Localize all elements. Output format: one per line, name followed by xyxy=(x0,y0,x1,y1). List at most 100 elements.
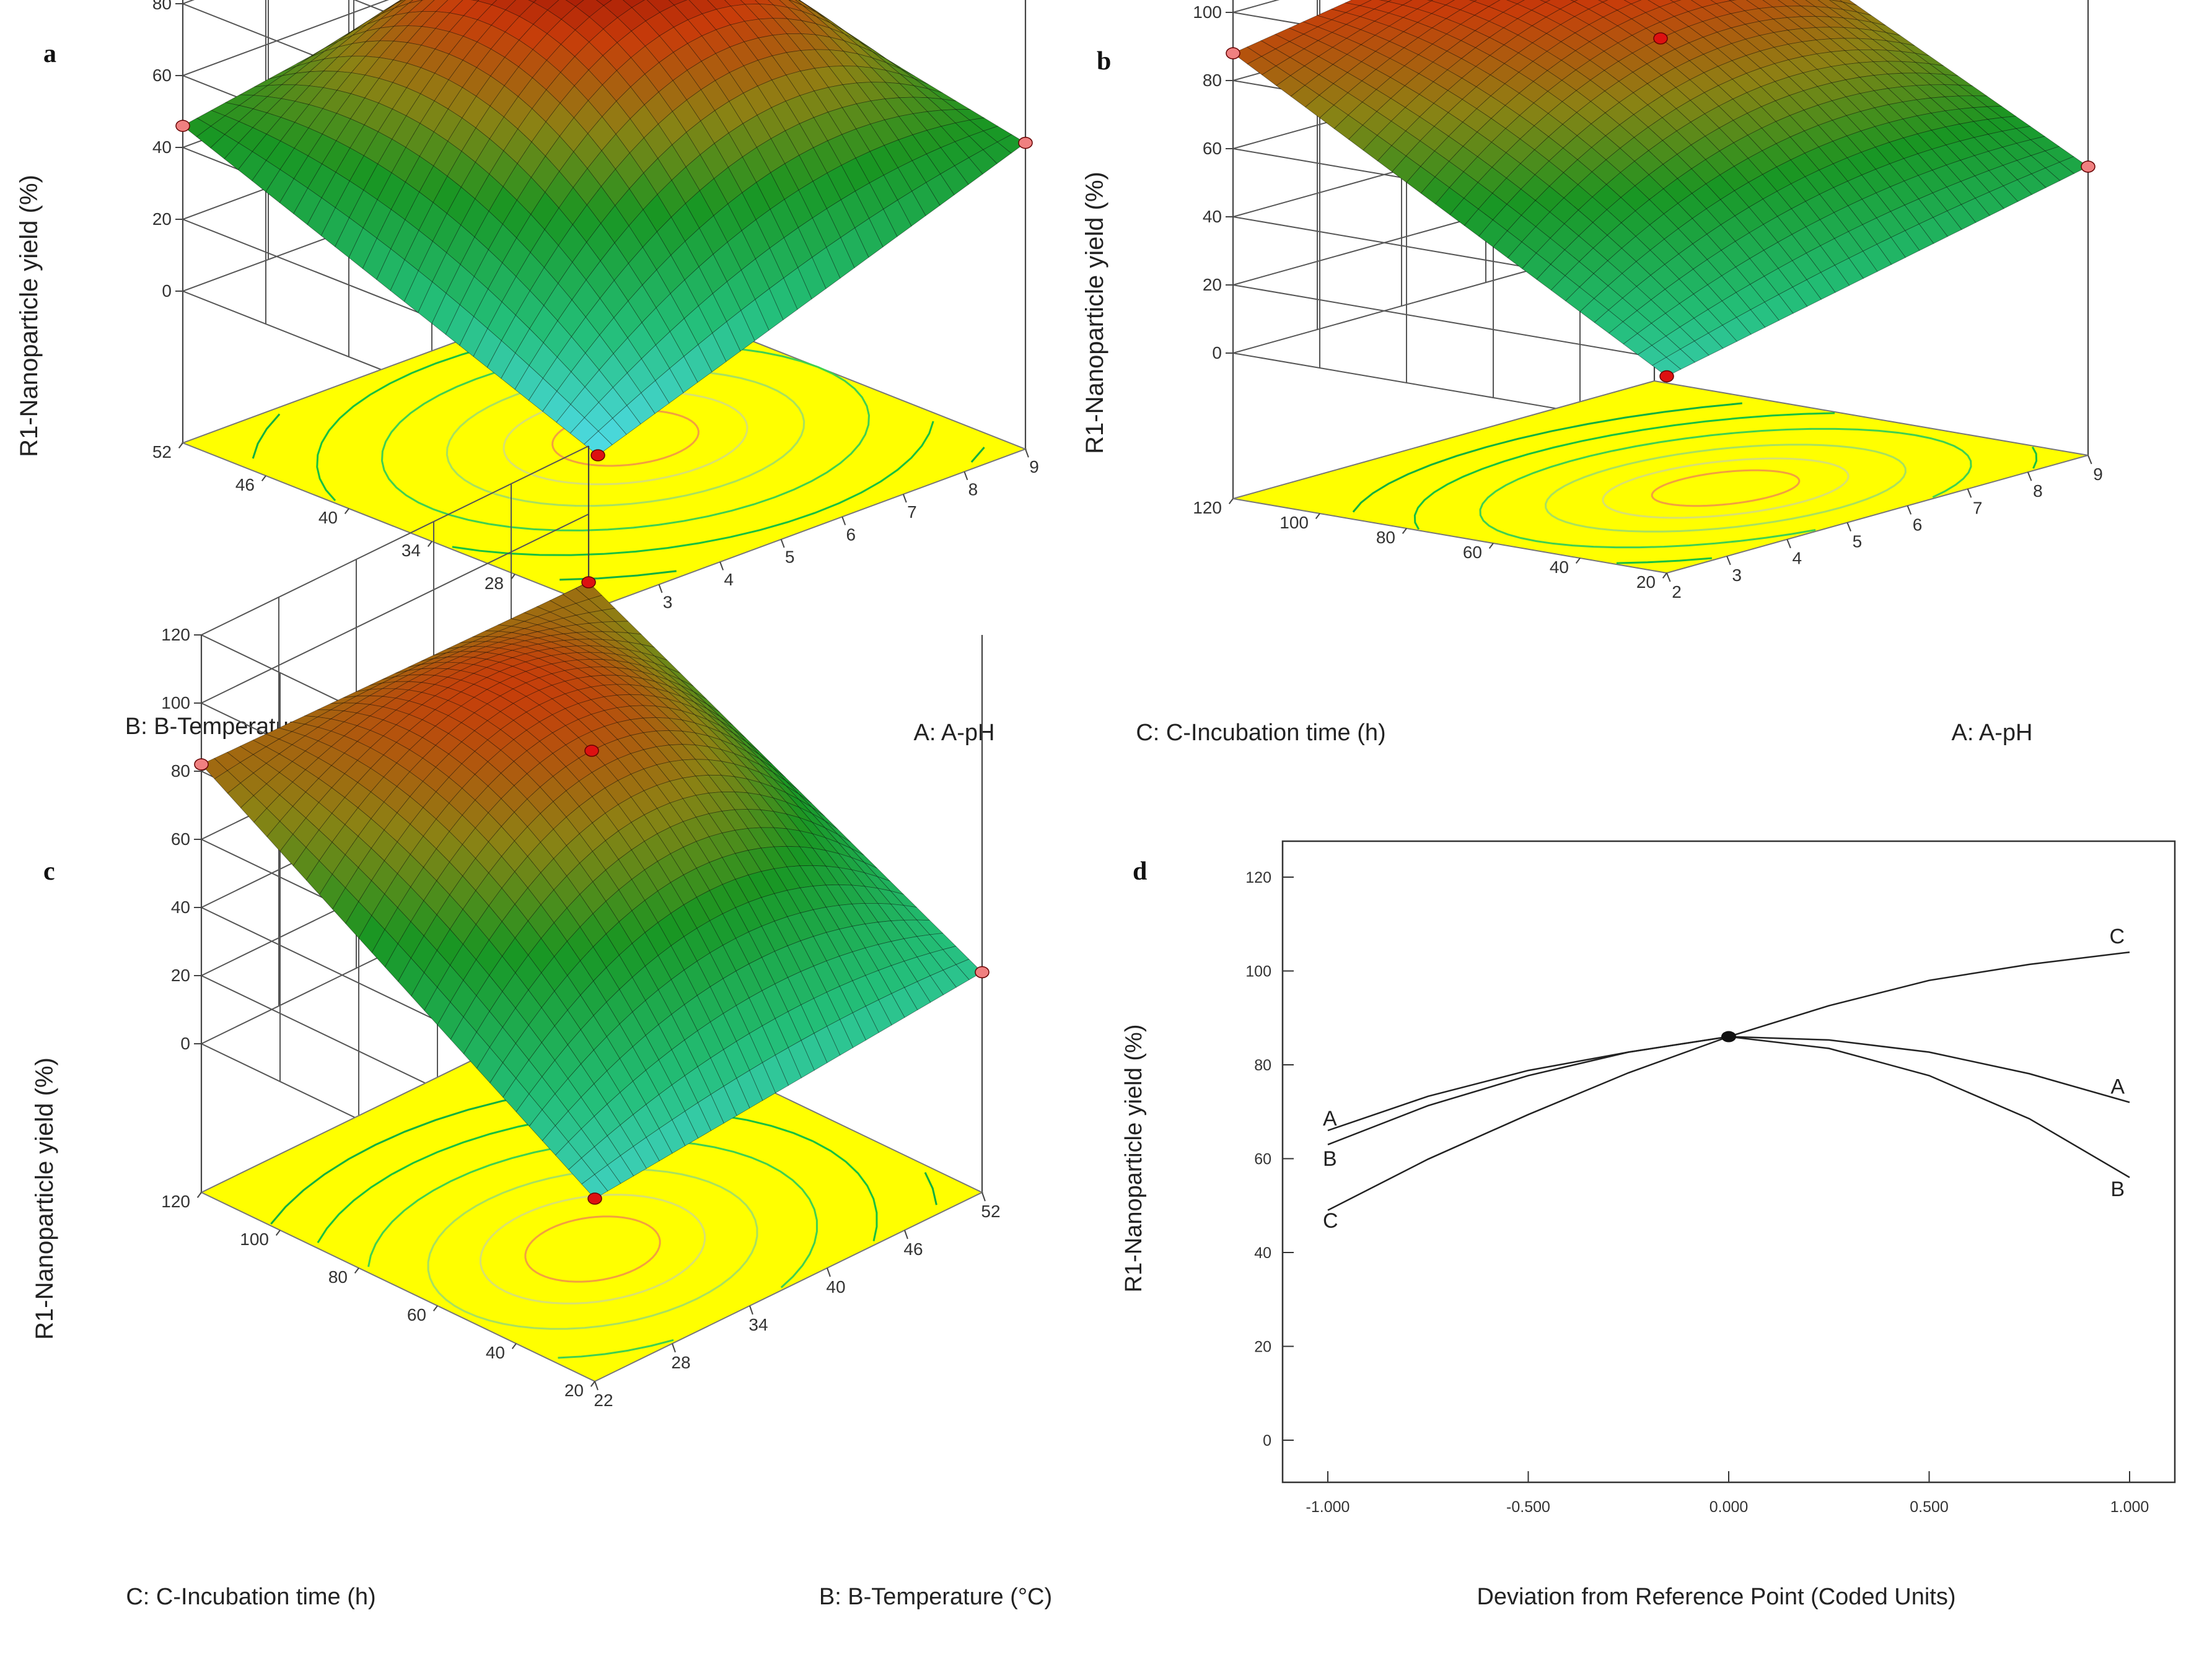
design-points xyxy=(1226,32,2096,383)
surface-cell xyxy=(1606,197,1636,224)
surface-cell xyxy=(1561,90,1591,113)
surface-cell xyxy=(364,77,393,103)
surface-cell xyxy=(1633,126,1663,151)
surface-cell xyxy=(447,117,476,152)
surface-cell xyxy=(1860,126,1890,147)
surface-cell xyxy=(1678,243,1708,270)
surface-cell xyxy=(349,190,378,229)
surface-cell xyxy=(858,40,887,59)
y-tick-label: 40 xyxy=(318,508,338,527)
surface-cell xyxy=(1319,83,1348,106)
surface-cell xyxy=(1946,160,1975,182)
x-tick-label: 5 xyxy=(785,548,795,567)
surface-cell xyxy=(603,17,632,43)
surface-cell xyxy=(1663,203,1693,229)
surface-cell xyxy=(1931,126,1961,146)
surface-cell xyxy=(1503,35,1534,53)
x-tick-mark xyxy=(2087,455,2092,465)
surface-cell xyxy=(488,186,517,225)
surface-cell xyxy=(897,191,926,227)
surface-cell xyxy=(585,298,615,336)
surface-cell xyxy=(707,719,734,739)
surface-cell xyxy=(1750,302,1780,328)
y-tick-label: 40 xyxy=(1254,1244,1271,1262)
surface-cell xyxy=(1332,54,1363,73)
x-tick-label: 22 xyxy=(594,1391,613,1410)
series-label-right: A xyxy=(2110,1075,2125,1099)
surface-cell xyxy=(1758,19,1789,33)
surface-cell xyxy=(1449,171,1478,199)
surface-cell xyxy=(541,1025,568,1061)
surface-cell xyxy=(1772,6,1802,18)
surface-cell xyxy=(491,9,520,33)
surface-cell xyxy=(736,1070,763,1109)
design-point xyxy=(194,758,209,771)
x-tick-label: 2 xyxy=(1672,582,1682,601)
surface-cell xyxy=(517,141,546,178)
surface-cell xyxy=(1689,72,1719,93)
surface-cell xyxy=(1747,150,1777,175)
surface-cell xyxy=(501,352,530,390)
surface-cell xyxy=(370,754,397,777)
x-tick-label: 52 xyxy=(981,1202,1000,1221)
surface-cell xyxy=(839,1012,867,1048)
surface-cell xyxy=(1548,124,1578,149)
surface-cell xyxy=(1426,0,1434,1)
surface-cell xyxy=(1673,0,1703,12)
surface-cell xyxy=(1815,38,1846,53)
surface-cell xyxy=(1547,59,1576,81)
surface-cell xyxy=(577,686,605,700)
surface-cell xyxy=(1664,278,1694,304)
x-tick-mark xyxy=(1025,448,1029,458)
surface-cell xyxy=(406,45,436,68)
surface-cell xyxy=(1659,16,1690,33)
design-point xyxy=(1653,32,1668,45)
surface-cell xyxy=(515,328,544,366)
surface-cell xyxy=(407,11,437,27)
surface-cell xyxy=(564,668,592,679)
x-tick-label: 9 xyxy=(1029,457,1039,476)
surface-cell xyxy=(436,894,463,930)
surface-cell xyxy=(1706,250,1736,276)
surface-cell xyxy=(1447,98,1477,123)
surface-cell xyxy=(1534,160,1564,187)
surface-cell xyxy=(706,704,734,726)
surface-cell xyxy=(1708,325,1737,349)
contour-line xyxy=(1651,469,1801,507)
surface-cell xyxy=(1902,115,1933,134)
surface-cell xyxy=(1792,279,1822,307)
surface-cell xyxy=(318,746,345,766)
design-point xyxy=(1018,136,1033,149)
x-tick-mark xyxy=(981,1192,986,1202)
surface-cell xyxy=(1729,0,1737,1)
surface-cell xyxy=(475,105,504,139)
surface-cell xyxy=(409,758,436,782)
surface-cell xyxy=(916,975,944,1003)
surface-cell xyxy=(816,16,845,35)
z-tick-label: 80 xyxy=(171,761,190,780)
surface-cell xyxy=(1461,66,1491,87)
surface-cell xyxy=(356,704,384,717)
surface-cell xyxy=(605,859,633,891)
surface-cell xyxy=(1473,0,1501,7)
surface-cell xyxy=(573,168,602,206)
surface-cell xyxy=(574,69,603,101)
surface-cell xyxy=(1535,237,1565,265)
surface-cell xyxy=(408,658,434,668)
surface-cell xyxy=(501,785,528,813)
surface-cell xyxy=(421,657,447,665)
surface-cell xyxy=(446,641,473,650)
x-tick-label: 8 xyxy=(968,479,978,499)
x-tick-label: 8 xyxy=(2033,481,2043,501)
surface-cell xyxy=(1929,84,1960,97)
panel-label: c xyxy=(43,857,55,886)
surface-cell xyxy=(1623,0,1642,4)
surface-cell xyxy=(606,989,633,1025)
surface-cell xyxy=(1622,310,1652,334)
x-tick-mark xyxy=(594,1381,599,1391)
surface-cell xyxy=(1518,61,1548,82)
surface-cell xyxy=(488,262,517,303)
y-tick-label: 100 xyxy=(240,1230,269,1249)
surface-cell xyxy=(712,321,741,362)
surface-cell xyxy=(348,227,377,269)
